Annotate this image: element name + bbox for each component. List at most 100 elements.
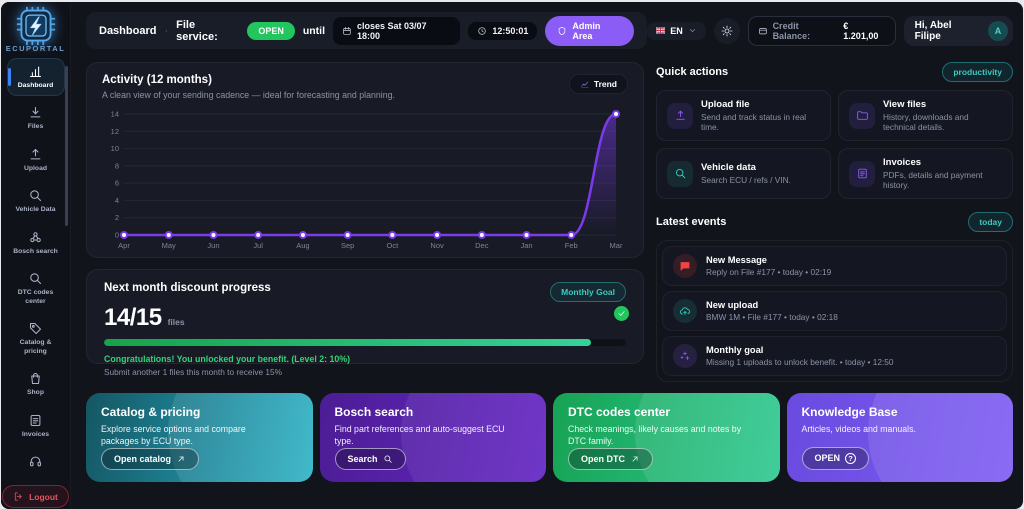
svg-text:4: 4 — [115, 196, 119, 205]
sidebar-item-vehicle-data[interactable]: Vehicle Data — [8, 183, 64, 219]
quick-action-invoices[interactable]: Invoices PDFs, details and payment histo… — [838, 148, 1013, 199]
quick-action-title: Vehicle data — [701, 162, 756, 173]
sidebar-nav: Dashboard Files Upload Vehicle Data Bosc… — [1, 59, 70, 509]
shield-icon — [559, 26, 566, 35]
bosch-search-label: Search — [347, 453, 378, 464]
quick-action-vehicle-data[interactable]: Vehicle data Search ECU / refs / VIN. — [656, 148, 831, 199]
sidebar-item-upload[interactable]: Upload — [8, 142, 64, 178]
avatar: A — [988, 20, 1008, 41]
sidebar-item-dashboard[interactable]: Dashboard — [7, 59, 64, 96]
molecule-icon — [30, 232, 41, 243]
chevron-down-icon — [689, 29, 695, 32]
closes-text: closes Sat 03/07 18:00 — [356, 20, 427, 41]
activity-header: Activity (12 months) A clean view of you… — [102, 74, 628, 100]
top-bar-right: EN Credit Balance: € 1.201,00 Hi, Abel F… — [647, 15, 1013, 46]
svg-text:Jul: Jul — [253, 241, 263, 250]
goal-check-icon — [614, 306, 629, 321]
cloud-upload-icon — [673, 299, 697, 323]
quick-action-title: Invoices — [883, 157, 922, 168]
sidebar-item-label: Vehicle Data — [15, 206, 56, 214]
sidebar-item-dtc-codes[interactable]: DTC codes center — [8, 266, 64, 311]
breadcrumb: Dashboard — [99, 24, 157, 37]
profile-menu[interactable]: Hi, Abel Filipe A — [903, 15, 1013, 46]
headset-icon — [29, 456, 42, 467]
credit-balance-label: Credit Balance: — [772, 20, 811, 41]
svg-text:May: May — [162, 241, 176, 250]
search-icon — [30, 273, 42, 285]
search-icon — [667, 160, 693, 187]
open-dtc-button[interactable]: Open DTC — [568, 447, 653, 470]
svg-text:Jan: Jan — [520, 241, 532, 250]
svg-text:Sep: Sep — [341, 241, 354, 250]
event-title: New upload — [706, 300, 759, 310]
knowledge-base-open-label: OPEN — [814, 453, 841, 464]
svg-text:0: 0 — [115, 231, 119, 240]
invoice-icon — [849, 160, 875, 187]
theme-toggle-button[interactable] — [713, 17, 740, 44]
admin-area-button[interactable]: Admin Area — [545, 15, 635, 46]
bosch-search-button[interactable]: Search — [334, 447, 406, 470]
sidebar-item-support[interactable] — [8, 449, 64, 477]
arrow-up-right-icon — [632, 456, 638, 462]
sidebar: ECUPORTAL Dashboard Files Upload Vehicle… — [1, 2, 71, 509]
svg-text:8: 8 — [115, 161, 119, 170]
sidebar-item-shop[interactable]: Shop — [8, 366, 64, 402]
latest-events-header: Latest events today — [656, 212, 1013, 232]
sidebar-item-label: Catalog & pricing — [19, 339, 52, 355]
logout-icon — [14, 492, 22, 501]
uk-flag-icon — [656, 26, 666, 35]
language-label: EN — [670, 25, 683, 36]
content-grid: Activity (12 months) A clean view of you… — [86, 62, 1013, 382]
quick-action-view-files[interactable]: View files History, downloads and techni… — [838, 90, 1013, 141]
sidebar-item-label: Shop — [27, 389, 44, 397]
promo-dtc-codes: DTC codes center Check meanings, likely … — [553, 393, 780, 482]
discount-card: Next month discount progress Monthly Goa… — [86, 269, 644, 377]
sidebar-item-bosch-search[interactable]: Bosch search — [8, 225, 64, 261]
discount-message: Congratulations! You unlocked your benef… — [104, 354, 351, 364]
discount-count-row: 14/15 files — [104, 304, 626, 332]
status-badge: OPEN — [247, 21, 295, 40]
sidebar-item-label: Upload — [23, 164, 48, 172]
knowledge-base-open-button[interactable]: OPEN ? — [801, 446, 870, 470]
sidebar-item-catalog-pricing[interactable]: Catalog & pricing — [8, 316, 64, 361]
promo-desc: Articles, videos and manuals. — [801, 424, 916, 434]
promo-desc: Find part references and auto-suggest EC… — [334, 424, 505, 446]
promo-bosch-search: Bosch search Find part references and au… — [319, 393, 546, 482]
event-title: Monthly goal — [706, 345, 764, 355]
promo-desc: Explore service options and compare pack… — [101, 424, 246, 446]
right-column: Quick actions productivity Upload file S… — [656, 62, 1013, 382]
svg-text:Feb: Feb — [565, 241, 578, 250]
file-service-label: File service: — [176, 18, 218, 43]
activity-card: Activity (12 months) A clean view of you… — [86, 62, 644, 258]
clock-icon — [478, 26, 487, 35]
open-catalog-button[interactable]: Open catalog — [101, 447, 200, 470]
sidebar-scrollbar[interactable] — [65, 66, 68, 226]
event-monthly-goal[interactable]: Monthly goal Missing 1 uploads to unlock… — [662, 336, 1007, 376]
event-meta: Missing 1 uploads to unlock benefit. • t… — [706, 357, 894, 367]
promo-row: Catalog & pricing Explore service option… — [86, 393, 1013, 482]
promo-title: DTC codes center — [568, 405, 671, 419]
until-label: until — [302, 24, 326, 37]
quick-action-upload-file[interactable]: Upload file Send and track status in rea… — [656, 90, 831, 141]
shopping-bag-icon — [31, 373, 40, 385]
event-new-upload[interactable]: New upload BMW 1M • File #177 • today • … — [662, 291, 1007, 331]
language-selector[interactable]: EN — [647, 21, 706, 40]
event-meta: BMW 1M • File #177 • today • 02:18 — [706, 312, 838, 322]
question-circle-icon: ? — [845, 452, 857, 464]
event-new-message[interactable]: New Message Reply on File #177 • today •… — [662, 246, 1007, 286]
open-dtc-label: Open DTC — [581, 453, 625, 464]
quick-actions-header: Quick actions productivity — [656, 62, 1013, 82]
latest-events-panel: New Message Reply on File #177 • today •… — [656, 240, 1013, 382]
promo-title: Catalog & pricing — [101, 405, 201, 419]
search-icon — [30, 190, 42, 202]
discount-count: 14/15 — [104, 304, 162, 331]
sidebar-item-files[interactable]: Files — [8, 100, 64, 136]
progress-fill — [104, 339, 592, 346]
logout-button[interactable]: Logout — [2, 485, 69, 509]
sidebar-item-invoices[interactable]: Invoices — [8, 408, 64, 444]
wallet-icon — [758, 27, 767, 34]
svg-text:Aug: Aug — [296, 241, 309, 250]
credit-balance[interactable]: Credit Balance: € 1.201,00 — [747, 15, 896, 46]
discount-progress-bar — [104, 339, 626, 346]
